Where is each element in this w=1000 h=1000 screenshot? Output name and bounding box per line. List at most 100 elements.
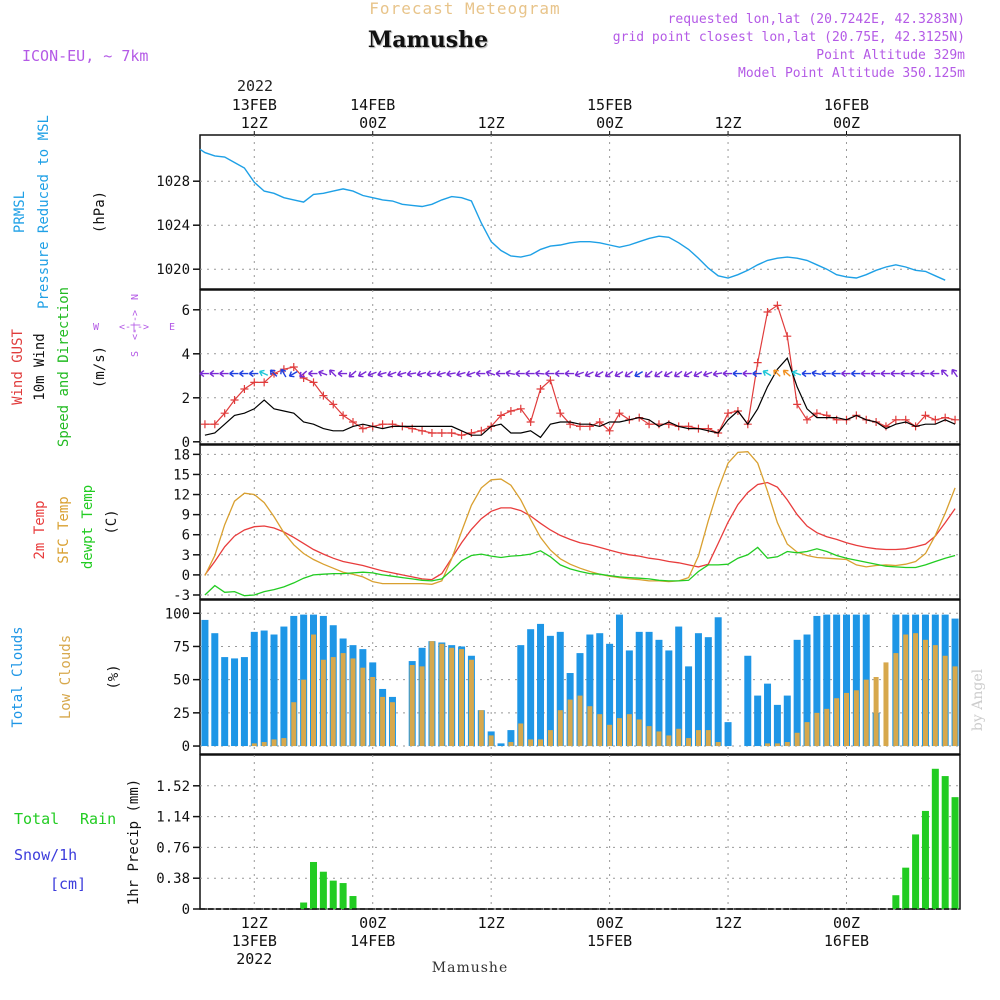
total-cloud-bar [793,639,801,747]
rain-bar [892,895,900,909]
pressure-panel-frame [199,134,961,290]
rain-label: Rain [80,810,116,828]
wind-line [204,357,956,439]
low-cloud-bar [834,698,840,747]
arrow-shape [318,369,328,377]
gust-marker [260,378,269,387]
arrow-shape [762,369,772,377]
compass-e: E [169,322,175,333]
arrow-shape [850,370,861,378]
location-title: Mamushe [368,27,488,53]
low-cloud-bar [528,739,534,747]
rain-bar [349,896,357,909]
low-cloud-bar [893,653,899,747]
y-tick-label: 3 [182,548,190,564]
wind-arrow-icon [850,370,861,378]
low-cloud-bar [281,738,287,747]
wind-panel-frame [199,289,961,445]
top-time-label: 16FEB [824,96,869,114]
wind-arrow-icon [377,370,387,378]
y-tick-label: 2 [182,391,190,407]
arrow-shape [436,370,446,378]
y-tick-label: 1028 [156,174,190,190]
rain-bar [951,797,959,909]
arrow-shape [337,370,348,378]
gust-marker [891,415,900,424]
rain-bar [329,880,337,909]
gust-marker [457,431,466,440]
y-tick-label: 15 [173,467,190,483]
grid-point-lonlat: grid point closest lon,lat (20.75E, 42.3… [613,30,965,45]
y-tick-label: 1024 [156,218,190,234]
wind-arrow-icon [564,370,575,378]
arrow-shape [495,370,506,378]
grid-lines [200,135,960,910]
arrow-shape [773,369,781,377]
gust-marker [783,332,792,341]
wind-arrow-icon [742,370,752,378]
arrow-shape [801,370,812,378]
pressure-reduced-label: Pressure Reduced to MSL [36,115,52,309]
top-time-label: 14FEB [350,96,395,114]
wind-arrow-icon [870,370,881,378]
bottom-time-label: 00Z [833,914,860,932]
total-cloud-bar [842,614,850,747]
total-cloud-bar [803,634,811,747]
rain-bar [912,834,920,909]
top-time-label: 00Z [596,114,623,132]
y-tick-label: 50 [173,673,190,689]
arrow-shape [416,370,427,378]
gust-marker [309,378,318,387]
arrow-shape [870,370,881,378]
total-cloud-bar [625,650,633,747]
low-cloud-bar [320,659,326,747]
low-cloud-bar [459,649,465,747]
y-tick-label: 1020 [156,262,190,278]
low-cloud-bar [705,730,711,747]
wind-arrow-icon [910,370,920,378]
total-cloud-bar [201,619,209,747]
arrow-shape [475,370,486,378]
compass-n: N [130,294,141,300]
gust-marker [299,374,308,382]
arrow-shape [821,370,831,378]
clouds-panel-frame [199,599,961,755]
y-tick-label: 0 [182,568,190,584]
total-cloud-bar [556,631,564,747]
wind-arrow-icon [574,370,584,378]
low-cloud-bar [468,659,474,747]
gust-marker [793,400,802,409]
wind-arrow-icon [515,370,525,378]
t2m-label: 2m Temp [32,500,48,559]
rain-bar [921,810,929,909]
arrow-shape [831,370,841,378]
y-tick-label: 12 [173,488,190,504]
top-year: 2022 [237,77,273,95]
low-clouds-label: Low Clouds [58,635,74,719]
temp-panel-frame [199,444,961,600]
low-cloud-bar [538,739,544,747]
wind-arrow-icon [475,370,486,378]
wind-arrow-icon [900,370,910,378]
total-cloud-bar [783,695,791,747]
arrow-shape [951,368,958,378]
snow-unit-label: [cm] [50,875,86,893]
gust-marker [329,400,338,409]
arrow-shape [387,370,397,378]
total-cloud-bar [586,634,594,747]
total-cloud-bar [665,650,673,747]
wind-arrow-icon [406,370,417,378]
top-time-label: 12Z [241,114,268,132]
wind-arrow-icon [436,370,446,378]
arrow-shape [900,370,910,378]
gust-marker [615,409,624,418]
wind-arrow-icon [614,370,624,378]
wind-arrow-icon [951,368,958,378]
total-cloud-bar [694,633,702,747]
arrow-shape [644,370,653,378]
gust-marker [497,411,506,420]
low-cloud-bar [952,666,958,747]
gust-marker [210,420,219,429]
low-cloud-bar [311,634,317,747]
total-cloud-bar [823,614,831,747]
